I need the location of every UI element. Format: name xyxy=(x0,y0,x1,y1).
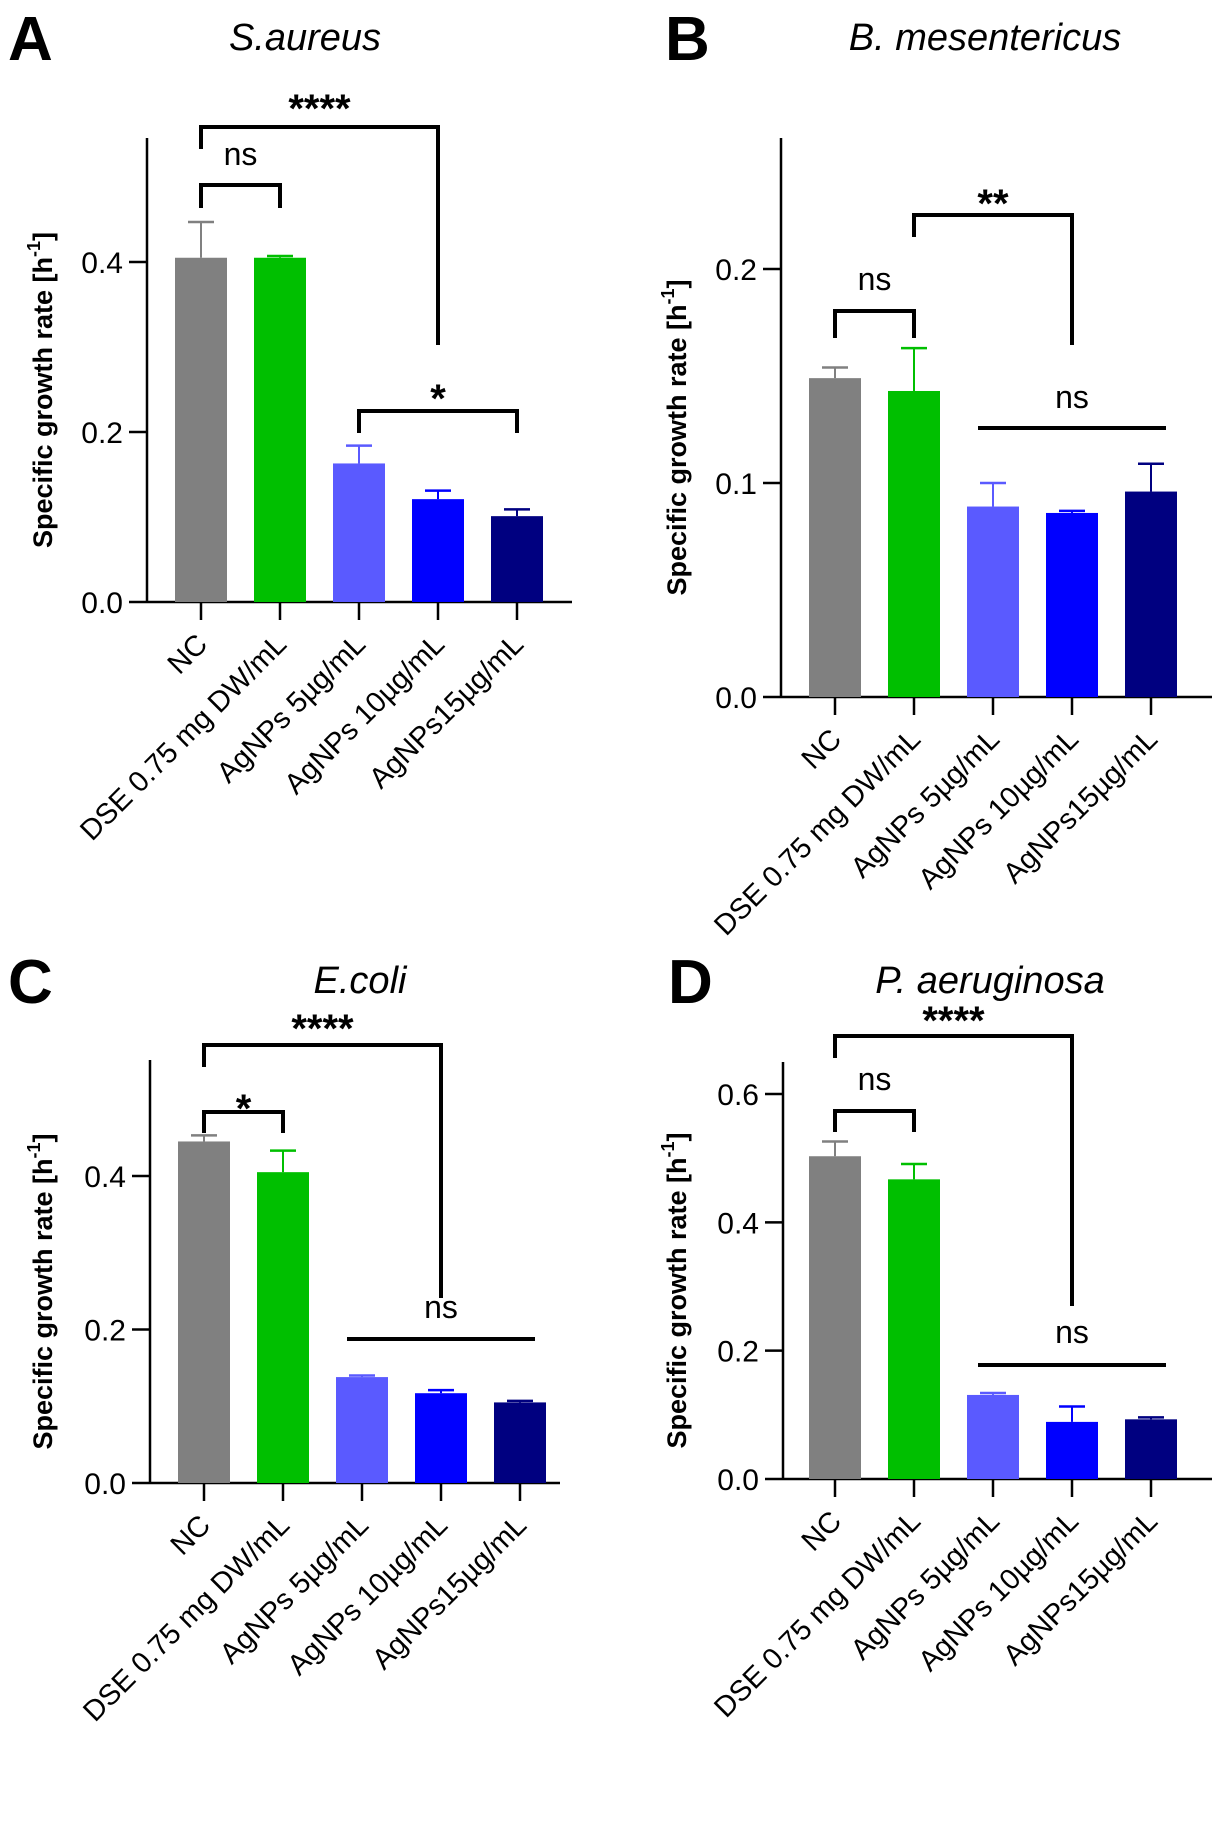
bar-1 xyxy=(809,378,861,697)
significance-label: * xyxy=(236,1087,252,1131)
panel-letter: B xyxy=(665,5,710,74)
significance-label: **** xyxy=(288,87,351,131)
y-tick-label: 0.0 xyxy=(715,682,757,715)
significance-label: * xyxy=(430,377,446,421)
bar-5 xyxy=(491,516,543,602)
panel-c: C E.coli Specific growth rate [h-1] 0.0 0.2 0… xyxy=(8,948,560,1728)
y-axis-label: Specific growth rate [h-1] xyxy=(24,1133,58,1449)
significance-bracket xyxy=(833,309,916,338)
x-tick-label: NC xyxy=(796,1505,848,1557)
bar-3 xyxy=(333,463,385,602)
significance-bracket xyxy=(199,125,440,345)
chart-title: B. mesentericus xyxy=(849,17,1121,59)
y-tick-label: 0.0 xyxy=(717,1464,759,1497)
bar-3 xyxy=(967,1394,1019,1479)
significance-bracket xyxy=(833,1109,916,1132)
bar-2 xyxy=(888,1179,940,1479)
significance-label: ns xyxy=(224,136,258,172)
significance-label: **** xyxy=(291,1007,354,1051)
y-tick-label: 0.1 xyxy=(715,468,757,501)
y-tick-label: 0.2 xyxy=(717,1336,759,1369)
significance-bracket xyxy=(202,1110,285,1133)
significance-label: ** xyxy=(977,182,1009,226)
y-tick-label: 0.2 xyxy=(84,1315,126,1348)
panel-letter: C xyxy=(8,948,53,1017)
significance-bracket xyxy=(912,213,1074,345)
x-tick-label: NC xyxy=(165,1509,217,1561)
significance-label: ns xyxy=(424,1289,458,1325)
significance-bracket xyxy=(357,409,519,433)
y-tick-label: 0.2 xyxy=(715,254,757,287)
chart-title: P. aeruginosa xyxy=(875,960,1105,1002)
panel-a: A S.aureus Specific growth rate [h-1] 0.0 0.… xyxy=(8,5,572,847)
bar-5 xyxy=(1125,491,1177,697)
chart-title: E.coli xyxy=(314,960,408,1002)
y-tick-label: 0.4 xyxy=(717,1207,759,1240)
y-tick-label: 0.2 xyxy=(81,417,123,450)
significance-label: **** xyxy=(922,999,985,1043)
bar-4 xyxy=(1046,1421,1098,1479)
significance-bracket xyxy=(199,183,282,208)
y-tick-label: 0.6 xyxy=(717,1079,759,1112)
bar-4 xyxy=(1046,512,1098,697)
y-tick-label: 0.0 xyxy=(84,1468,126,1501)
y-tick-label: 0.4 xyxy=(81,247,123,280)
y-axis-label: Specific growth rate [h-1] xyxy=(658,1132,692,1448)
panel-letter: D xyxy=(668,948,713,1017)
bar-2 xyxy=(257,1172,309,1483)
bar-5 xyxy=(1125,1419,1177,1479)
bar-1 xyxy=(809,1156,861,1479)
bar-1 xyxy=(178,1141,230,1483)
bar-5 xyxy=(494,1402,546,1483)
y-tick-label: 0.4 xyxy=(84,1161,126,1194)
significance-label: ns xyxy=(1055,1314,1089,1350)
panel-b: B B. mesentericus Specific growth rate [h-… xyxy=(658,5,1212,942)
panel-d: D P. aeruginosa Specific growth rate [h-1]… xyxy=(658,948,1212,1724)
y-axis-label: Specific growth rate [h-1] xyxy=(658,279,692,595)
bar-3 xyxy=(967,506,1019,697)
bar-4 xyxy=(415,1393,467,1483)
bar-3 xyxy=(336,1377,388,1483)
significance-label: ns xyxy=(1055,379,1089,415)
y-tick-label: 0.0 xyxy=(81,587,123,620)
panel-letter: A xyxy=(8,5,53,74)
significance-label: ns xyxy=(858,261,892,297)
bar-2 xyxy=(888,390,940,697)
significance-label: ns xyxy=(858,1061,892,1097)
bar-2 xyxy=(254,257,306,602)
bar-4 xyxy=(412,499,464,602)
x-tick-label: NC xyxy=(162,628,214,680)
bar-1 xyxy=(175,257,227,602)
y-axis-label: Specific growth rate [h-1] xyxy=(24,232,58,548)
x-tick-label: NC xyxy=(796,723,848,775)
chart-title: S.aureus xyxy=(229,17,381,59)
significance-bracket xyxy=(833,1034,1074,1306)
significance-bracket xyxy=(202,1043,443,1298)
